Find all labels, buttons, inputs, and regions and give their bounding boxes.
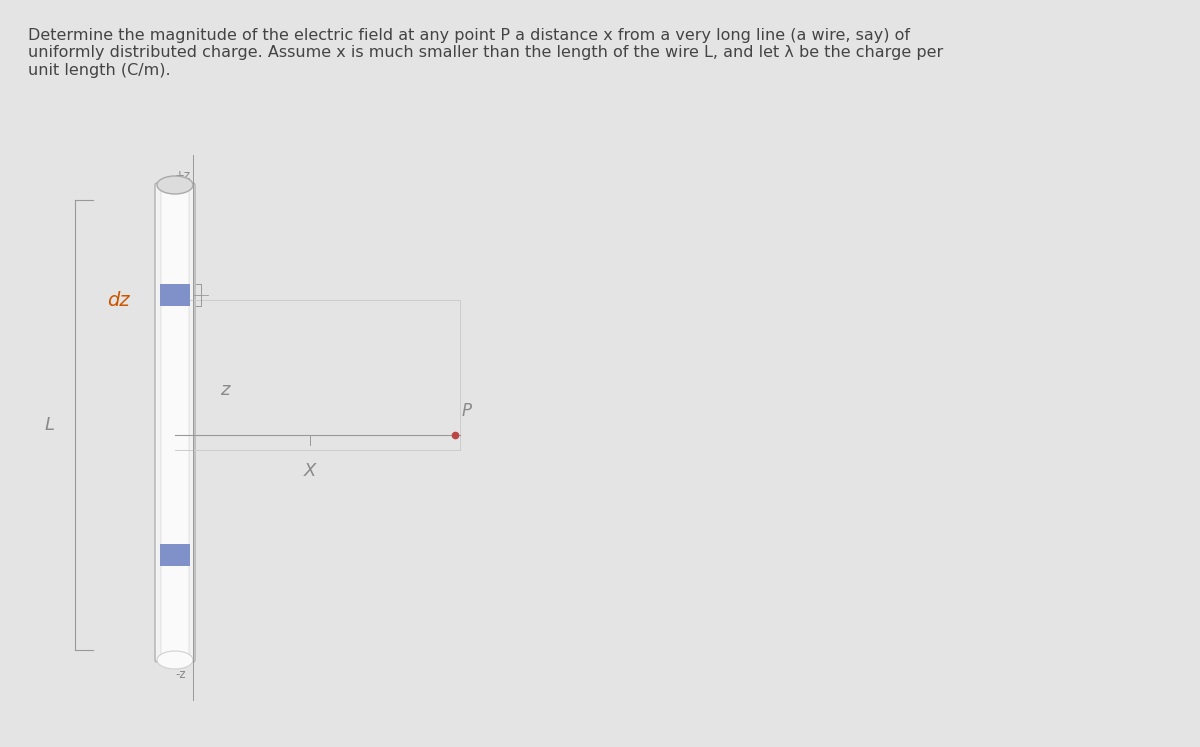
Text: X: X <box>304 462 316 480</box>
Text: +z: +z <box>175 169 191 182</box>
FancyBboxPatch shape <box>155 183 194 662</box>
Text: Determine the magnitude of the electric field at any point P a distance x from a: Determine the magnitude of the electric … <box>28 28 943 78</box>
Text: z: z <box>220 381 229 399</box>
Bar <box>160 544 190 566</box>
Text: -z: -z <box>175 668 186 681</box>
Bar <box>160 284 190 306</box>
Text: L: L <box>46 416 55 434</box>
FancyBboxPatch shape <box>161 184 190 661</box>
Ellipse shape <box>157 176 193 194</box>
Text: P: P <box>462 402 472 420</box>
Ellipse shape <box>157 651 193 669</box>
Text: dz: dz <box>107 291 130 309</box>
